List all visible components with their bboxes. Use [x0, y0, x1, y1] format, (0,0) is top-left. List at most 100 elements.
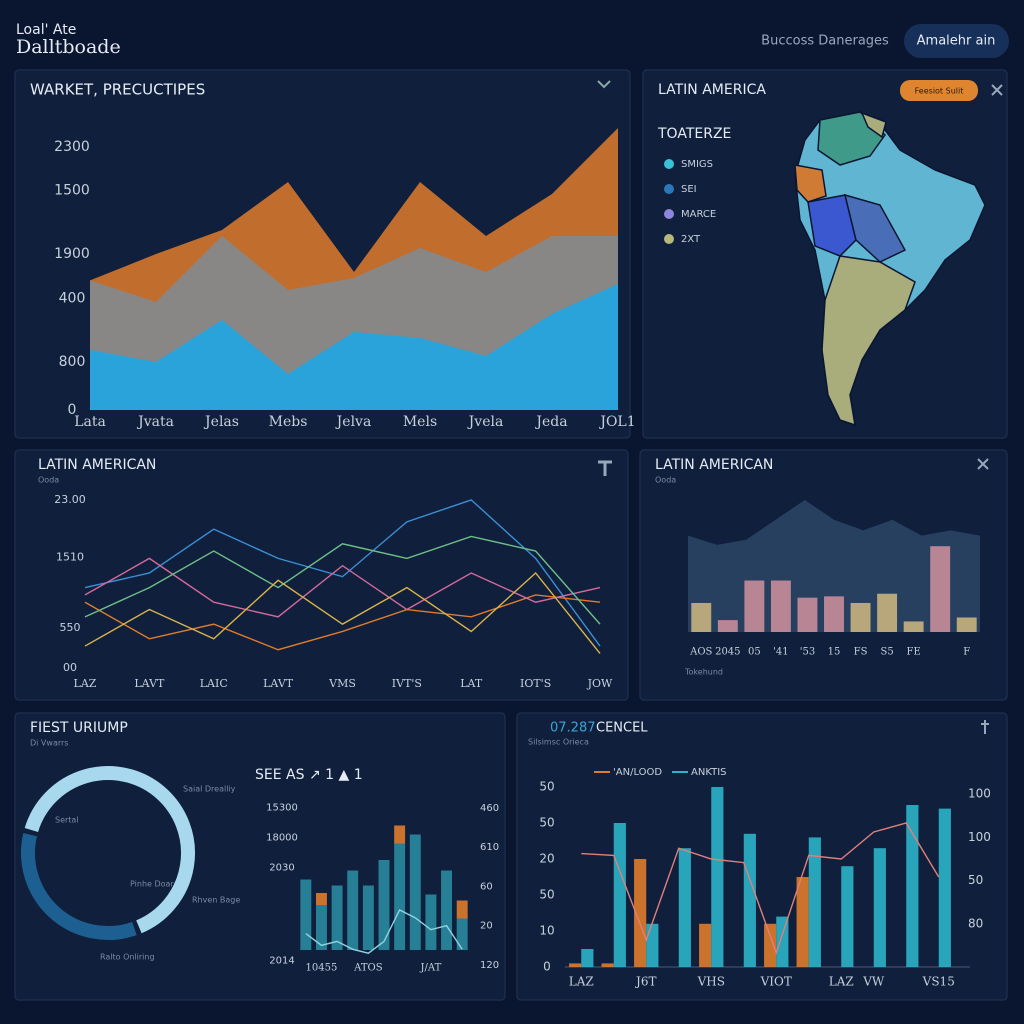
bar	[362, 885, 374, 950]
bar	[824, 596, 844, 632]
bar	[938, 808, 951, 967]
y2-tick-label: 100	[968, 787, 991, 801]
collapse-icon[interactable]	[597, 80, 611, 89]
x-tick-label: LAIC	[200, 677, 228, 690]
legend-label: SMIGS	[681, 159, 713, 170]
app-title: Dalltboade	[16, 36, 121, 58]
y2-tick-label: 80	[968, 916, 983, 930]
y2-tick-label: 20	[480, 921, 493, 932]
y-tick-label: 50	[539, 780, 554, 794]
legend-swatch	[664, 184, 674, 194]
bar	[409, 834, 421, 950]
bar	[601, 963, 614, 967]
y2-tick-label: 100	[968, 830, 991, 844]
legend-label: 'AN/LOOD	[613, 767, 662, 778]
panel-subtitle: Silsimsc Orieca	[528, 738, 589, 747]
bar	[634, 859, 647, 967]
panel-title: FIEST URIUMP	[30, 720, 128, 736]
pin-icon[interactable]	[981, 720, 989, 734]
nav-link[interactable]: Buccoss Danerages	[761, 34, 889, 49]
x-tick-label: J6T	[634, 975, 656, 989]
panel-button-label[interactable]: Feesiot Sulit	[915, 87, 964, 96]
header-button-label[interactable]: Amalehr ain	[917, 34, 996, 49]
map	[794, 111, 986, 427]
bar	[877, 593, 898, 632]
donut-annotation: Rhven Bage	[192, 896, 240, 905]
bar	[796, 877, 809, 967]
bar	[315, 893, 327, 905]
x-tick-label: Mebs	[269, 414, 308, 430]
bar	[699, 923, 712, 967]
x-tick-label: LAZ	[74, 677, 97, 690]
y-tick-label: 15300	[266, 803, 298, 814]
panel-subtitle: Ooda	[38, 476, 59, 485]
legend-label: MARCE	[681, 209, 716, 220]
line	[581, 822, 940, 955]
bar	[331, 885, 343, 950]
donut-annotation: Ralto Onliring	[100, 953, 155, 962]
donut-annotation: Saial Drealliy	[183, 785, 236, 794]
line	[84, 594, 601, 651]
x-tick-label: VIOT	[760, 975, 792, 989]
x-tick-label: LAT	[460, 677, 483, 690]
x-tick-label: LAVT	[134, 677, 165, 690]
close-icon[interactable]	[977, 458, 989, 470]
line	[84, 535, 601, 625]
line	[84, 499, 601, 647]
panel-title: CENCEL	[596, 721, 648, 736]
y-tick-label: 20	[539, 852, 554, 866]
bar	[956, 617, 977, 632]
map-region	[794, 164, 827, 203]
panel-title: LATIN AMERICA	[658, 82, 766, 98]
bar	[906, 805, 919, 967]
x-tick-label: JOL1	[598, 414, 635, 430]
legend-swatch	[664, 209, 674, 219]
donut-annotation: Pinhe Doard	[130, 880, 179, 889]
bar	[581, 949, 594, 967]
bar	[717, 620, 738, 632]
bar	[770, 580, 791, 632]
x-tick-label: Jelas	[203, 414, 239, 430]
map-region	[807, 194, 857, 257]
x-tick-label: IOT'S	[520, 677, 551, 690]
header-button[interactable]	[904, 24, 1009, 58]
y-tick-label: 50	[539, 888, 554, 902]
bar	[613, 823, 626, 967]
y-tick-label: 1510	[56, 551, 84, 564]
panel-title: LATIN AMERICAN	[655, 457, 773, 473]
bar	[808, 837, 821, 967]
x-tick-label: IVT'S	[392, 677, 422, 690]
donut-annotation: Sertal	[55, 816, 79, 825]
x-tick-label: 05	[748, 647, 761, 658]
legend-swatch	[664, 159, 674, 169]
bar	[646, 923, 659, 967]
panel-button[interactable]	[900, 80, 978, 101]
legend-label: ANKTIS	[691, 767, 727, 778]
y-tick-label: 0	[68, 402, 77, 418]
bar	[678, 848, 691, 967]
x-tick-label: LAVT	[263, 677, 294, 690]
legend-label: 2XT	[681, 234, 701, 245]
x-tick-label: VS15	[922, 975, 955, 989]
panel-title: WARKET, PRECUCTIPES	[30, 81, 205, 99]
x-tick-label: 15	[828, 647, 841, 658]
y-tick-label: 1900	[54, 246, 90, 262]
tool-icon[interactable]	[598, 460, 612, 476]
y-tick-label: 00	[63, 661, 77, 674]
x-tick-label: LAZ	[829, 975, 854, 989]
y-tick-label: 2014	[269, 956, 294, 967]
bar	[711, 787, 724, 967]
x-tick-label: Mels	[403, 414, 437, 430]
x-tick-label: '41	[773, 647, 788, 658]
x-tick-label: ATOS	[353, 963, 383, 974]
y-tick-label: 550	[60, 621, 81, 634]
x-tick-label: J/AT	[420, 963, 442, 974]
y-tick-label: 400	[59, 290, 86, 306]
panel-footer: Tokehund	[684, 668, 723, 677]
x-tick-label: F	[963, 647, 970, 658]
y-tick-label: 2300	[54, 139, 90, 155]
panel	[14, 712, 506, 1001]
close-icon[interactable]	[991, 84, 1003, 96]
x-tick-label: VW	[862, 975, 885, 989]
